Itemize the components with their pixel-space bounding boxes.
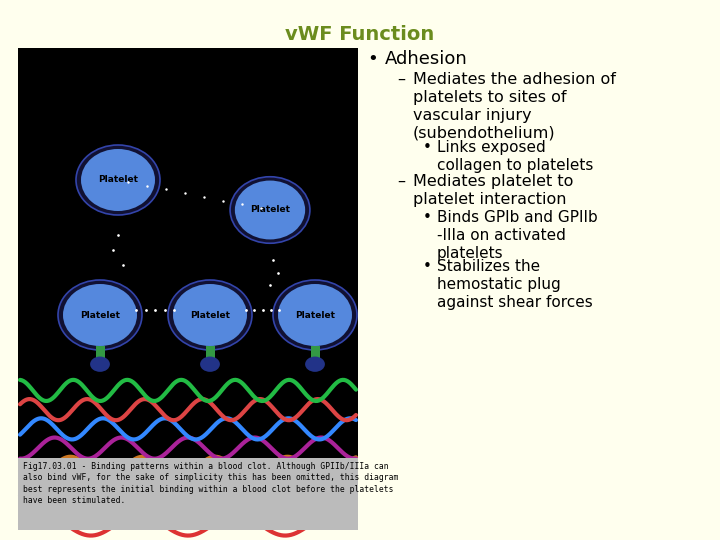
Ellipse shape bbox=[90, 356, 110, 372]
Text: •: • bbox=[423, 259, 432, 274]
Text: Fig17.03.01 - Binding patterns within a blood clot. Although GPIIb/IIIa can
also: Fig17.03.01 - Binding patterns within a … bbox=[23, 462, 398, 505]
Text: •: • bbox=[367, 50, 378, 68]
Text: Links exposed
collagen to platelets: Links exposed collagen to platelets bbox=[437, 140, 593, 173]
Ellipse shape bbox=[273, 280, 357, 350]
Bar bbox=[263, 189, 277, 231]
Ellipse shape bbox=[230, 177, 310, 243]
Bar bbox=[18, 458, 358, 530]
Bar bbox=[188, 307, 232, 322]
Text: Platelet: Platelet bbox=[80, 310, 120, 320]
Ellipse shape bbox=[76, 145, 160, 215]
Bar bbox=[307, 293, 323, 337]
Text: Stabilizes the
hemostatic plug
against shear forces: Stabilizes the hemostatic plug against s… bbox=[437, 259, 593, 310]
Ellipse shape bbox=[173, 284, 247, 346]
Bar bbox=[78, 307, 122, 322]
Bar bbox=[96, 346, 104, 364]
Text: vWF Function: vWF Function bbox=[285, 25, 435, 44]
Bar bbox=[205, 346, 215, 364]
Ellipse shape bbox=[235, 180, 305, 239]
Bar bbox=[202, 293, 217, 337]
Ellipse shape bbox=[305, 356, 325, 372]
Bar bbox=[96, 172, 140, 187]
Ellipse shape bbox=[200, 356, 220, 372]
Ellipse shape bbox=[58, 280, 142, 350]
Bar bbox=[18, 48, 358, 530]
Text: Platelet: Platelet bbox=[190, 310, 230, 320]
Ellipse shape bbox=[168, 280, 252, 350]
Text: Platelet: Platelet bbox=[295, 310, 335, 320]
Text: •: • bbox=[423, 210, 432, 225]
Text: Platelet: Platelet bbox=[250, 206, 290, 214]
Text: Mediates platelet to
platelet interaction: Mediates platelet to platelet interactio… bbox=[413, 174, 573, 207]
Text: –: – bbox=[397, 72, 405, 87]
Bar bbox=[249, 203, 291, 217]
Ellipse shape bbox=[81, 149, 155, 211]
Text: Platelet: Platelet bbox=[98, 176, 138, 185]
Bar bbox=[92, 293, 107, 337]
Bar bbox=[110, 158, 125, 202]
Text: –: – bbox=[397, 174, 405, 189]
Text: •: • bbox=[423, 140, 432, 155]
Text: Adhesion: Adhesion bbox=[385, 50, 468, 68]
Bar bbox=[293, 307, 337, 322]
Bar bbox=[310, 346, 320, 364]
Ellipse shape bbox=[63, 284, 137, 346]
Text: Mediates the adhesion of
platelets to sites of
vascular injury
(subendothelium): Mediates the adhesion of platelets to si… bbox=[413, 72, 616, 141]
Text: Binds GPIb and GPIIb
-IIIa on activated
platelets: Binds GPIb and GPIIb -IIIa on activated … bbox=[437, 210, 598, 261]
Ellipse shape bbox=[278, 284, 352, 346]
